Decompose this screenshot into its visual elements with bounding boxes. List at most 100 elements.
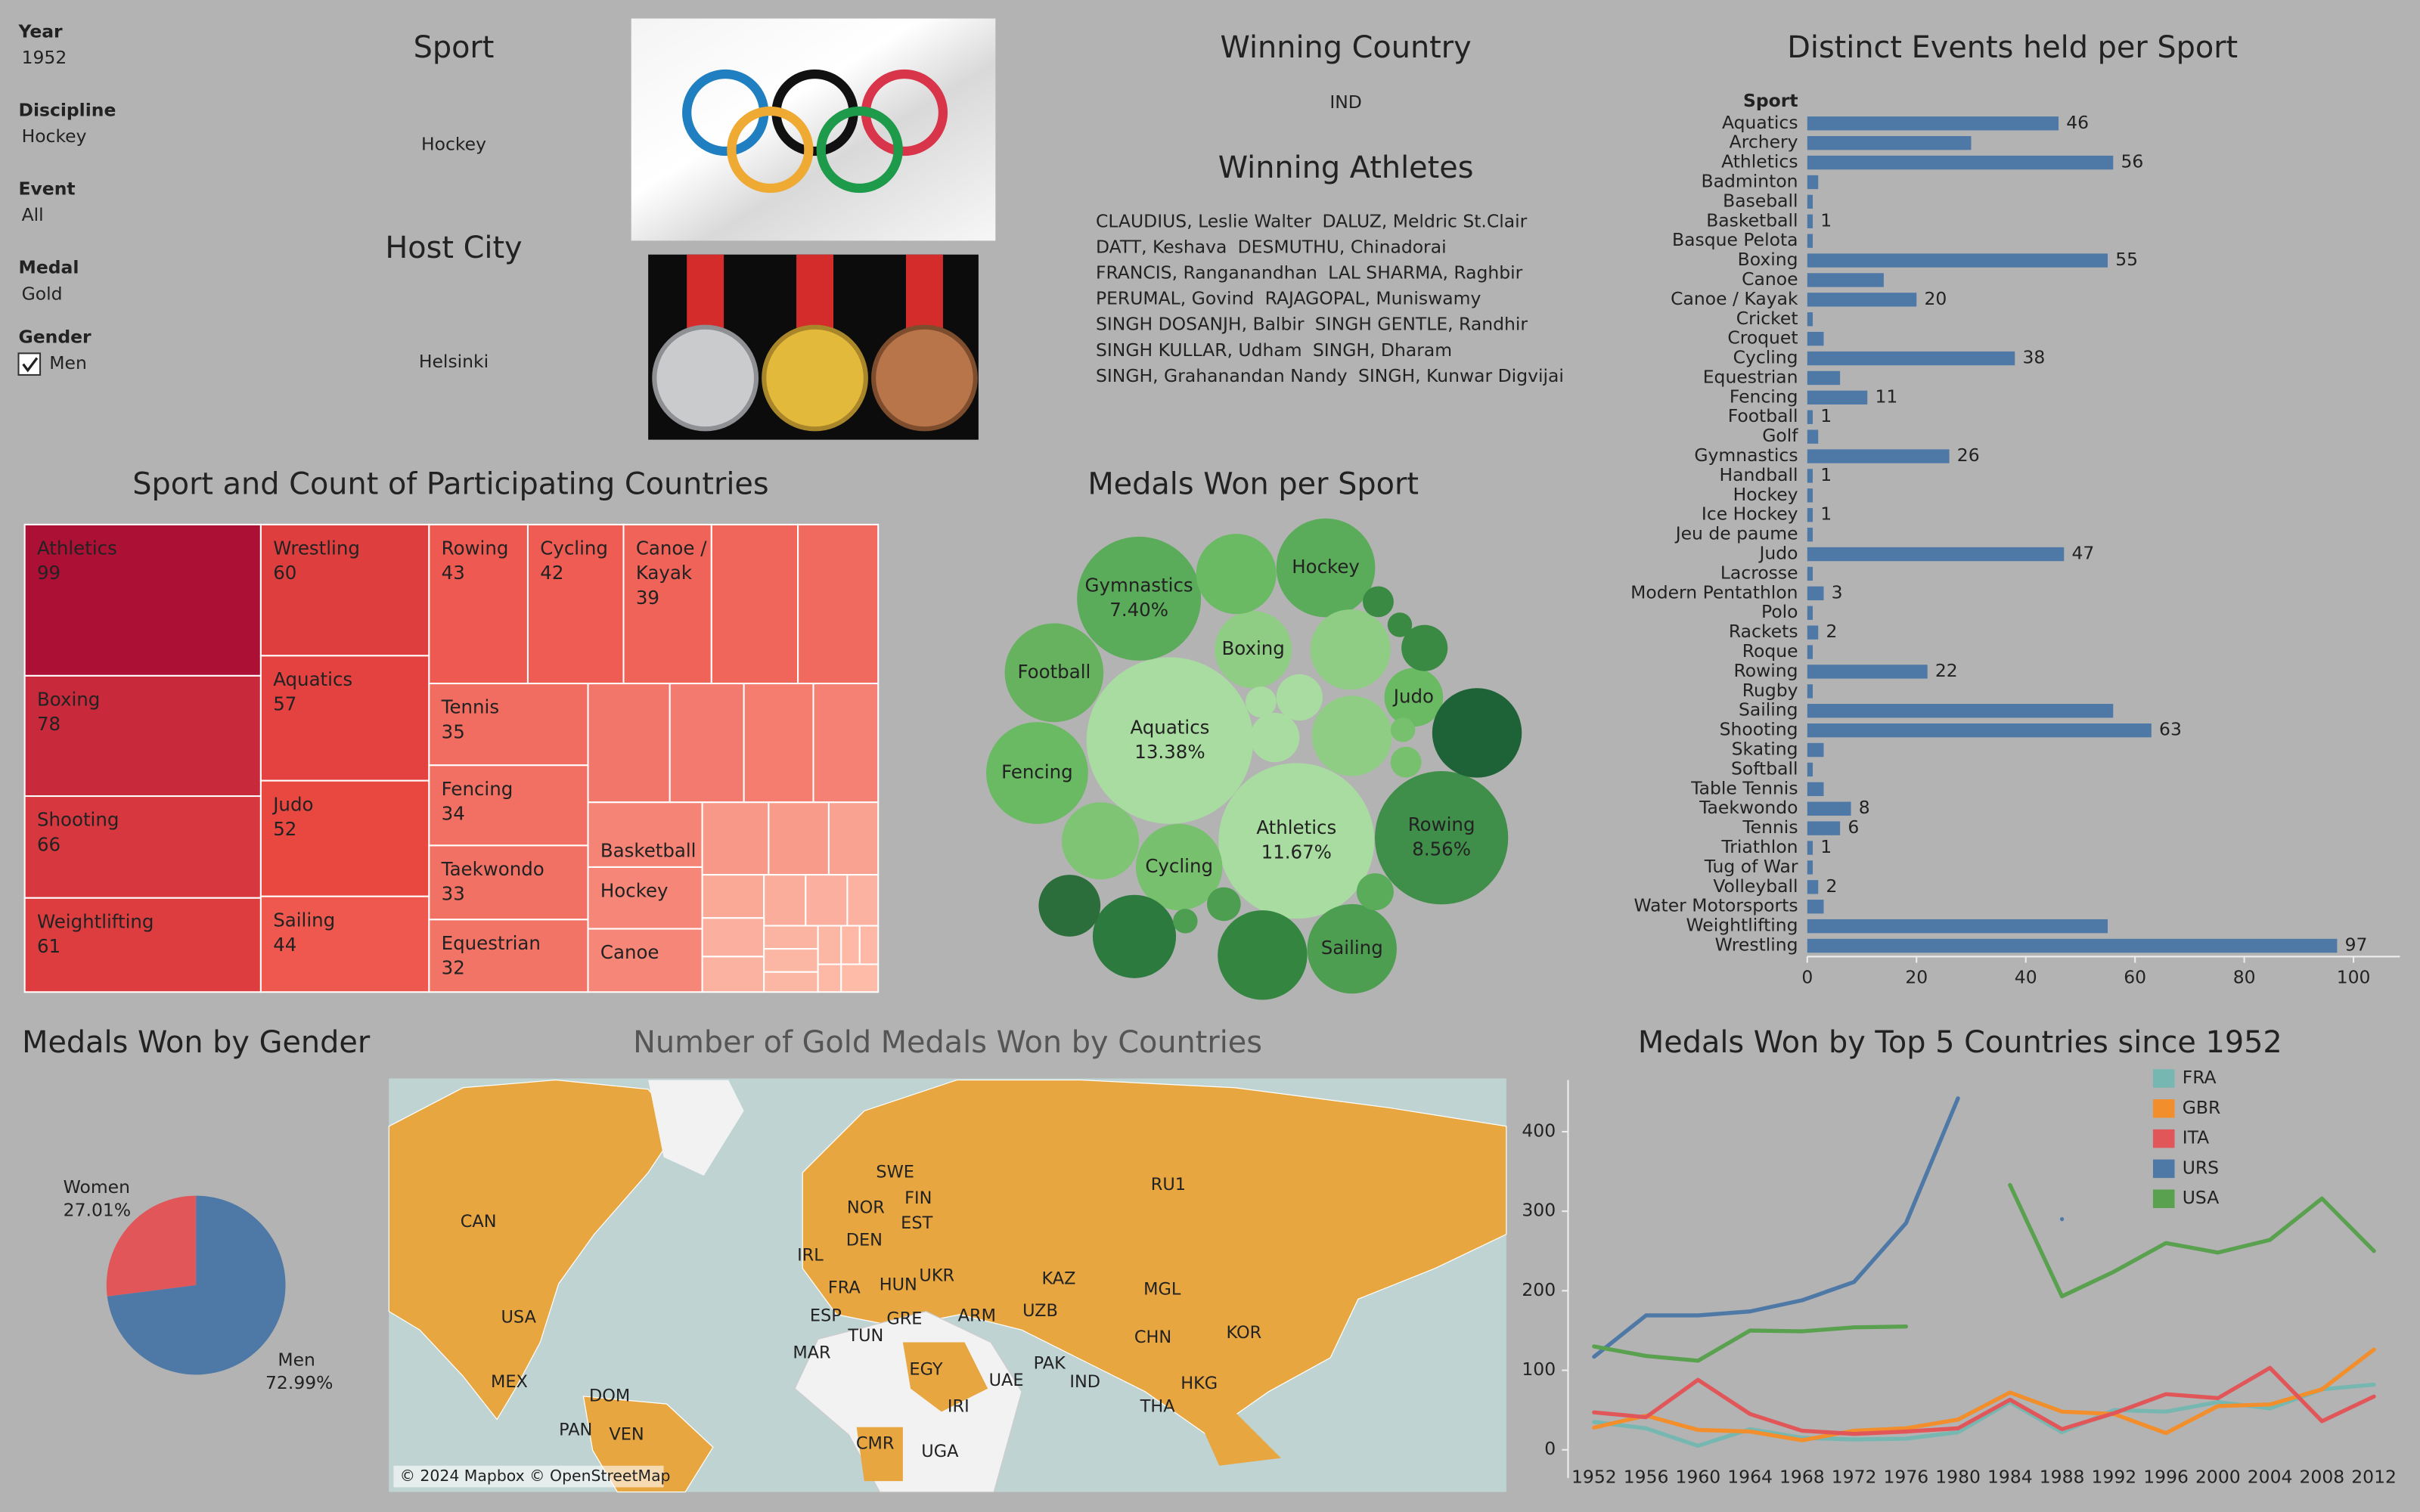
x-tick-label: 2004 [2248, 1467, 2293, 1488]
bar [1807, 742, 1824, 758]
map-label: SWE [876, 1163, 914, 1182]
filter-label: Discipline [18, 99, 116, 120]
y-tick-label: Roque [1742, 640, 1798, 662]
bubble [1218, 763, 1375, 919]
treemap-label: Shooting [37, 809, 119, 831]
filter-value[interactable]: 1952 [22, 47, 67, 68]
map-label: ESP [810, 1306, 842, 1325]
treemap-value: 60 [273, 562, 296, 584]
x-tick-label: 100 [2337, 966, 2371, 987]
map-label: CHN [1134, 1328, 1171, 1347]
map-label: TUN [847, 1326, 883, 1346]
x-tick-label: 0 [1801, 966, 1813, 987]
bubble [986, 722, 1088, 824]
bar [1807, 135, 1972, 150]
athlete-name: SINGH GENTLE, Randhir [1315, 314, 1528, 335]
treemap-label: Wrestling [273, 538, 360, 559]
y-tick-label: Equestrian [1703, 366, 1798, 387]
treemap-label: Aquatics [273, 668, 352, 690]
y-tick-label: Water Motorsports [1634, 895, 1798, 916]
bubble [1432, 688, 1522, 778]
bar-value-label: 55 [2115, 249, 2138, 270]
bar-value-label: 11 [1875, 386, 1897, 407]
athlete-name: DATT, Keshava [1096, 236, 1227, 257]
y-tick-label: 300 [1522, 1200, 1556, 1221]
map-label: CMR [856, 1434, 895, 1454]
bar [1807, 704, 2114, 718]
treemap-label: Rowing [442, 538, 509, 559]
y-tick-label: Baseball [1723, 190, 1798, 211]
y-tick-label: Lacrosse [1720, 562, 1798, 583]
treemap-value: 52 [273, 818, 296, 840]
treemap-cell [763, 874, 807, 927]
map-label: VEN [609, 1424, 644, 1444]
bubble [1173, 909, 1198, 934]
x-tick-label: 20 [1905, 966, 1928, 987]
legend-label: FRA [2183, 1067, 2217, 1088]
map-label: HUN [880, 1275, 917, 1295]
bubble [1307, 903, 1397, 994]
filter-value[interactable]: Men [49, 352, 87, 373]
treemap-cell [797, 523, 880, 685]
treemap-cell [622, 523, 712, 685]
treemap-cell [701, 956, 765, 993]
y-tick-label: Fencing [1730, 386, 1798, 407]
bubble-label: Judo [1392, 685, 1434, 707]
olympic-flag [631, 18, 996, 241]
map-label: MGL [1143, 1280, 1181, 1300]
y-tick-label: Basketball [1706, 209, 1798, 231]
treemap-label: Boxing [37, 689, 100, 711]
legend-label: GBR [2183, 1097, 2221, 1118]
treemap-cell [587, 683, 671, 804]
bubble [1276, 518, 1376, 618]
bar [1807, 410, 1813, 424]
treemap-label: Weightlifting [37, 910, 154, 932]
y-tick-label: Wrestling [1715, 934, 1798, 956]
y-tick-label: Judo [1758, 543, 1798, 564]
bubble [1384, 668, 1444, 727]
y-tick-label: 400 [1522, 1120, 1556, 1141]
treemap-label: Basketball [600, 840, 697, 862]
treemap-cell [701, 917, 765, 958]
series-line [1592, 1365, 2376, 1436]
filter-value[interactable]: Gold [22, 283, 63, 304]
y-tick-label: Taekwondo [1699, 797, 1798, 818]
map-label: HKG [1181, 1374, 1218, 1393]
y-tick-label: Tug of War [1704, 856, 1798, 877]
gender-checkbox[interactable] [17, 352, 42, 376]
treemap-cell [428, 764, 589, 847]
map-label: FRA [828, 1278, 861, 1298]
pie-slice [107, 1195, 286, 1375]
filter-value[interactable]: All [22, 204, 44, 225]
bar [1807, 566, 1813, 581]
treemap-label: Canoe / Kayak [636, 538, 712, 584]
y-tick-label: Softball [1731, 758, 1798, 779]
athlete-name: SINGH, Kunwar Digvijai [1358, 365, 1564, 386]
legend-swatch [2152, 1129, 2175, 1148]
treemap-label: Fencing [442, 778, 513, 800]
y-tick-label: Tennis [1742, 816, 1798, 838]
bar [1807, 293, 1917, 307]
map-attribution: © 2024 Mapbox © OpenStreetMap [400, 1467, 671, 1485]
host-city-value: Helsinki [419, 351, 489, 372]
panel-title: Medals Won per Sport [1087, 466, 1419, 501]
legend-swatch [2152, 1069, 2175, 1088]
bubble [1245, 686, 1277, 718]
legend-label: USA [2183, 1187, 2220, 1208]
bubble [1356, 873, 1394, 911]
bubble-value: 13.38% [1134, 741, 1205, 763]
bar [1807, 469, 1813, 483]
y-tick-label: Rowing [1734, 660, 1798, 681]
map-base [388, 1078, 1507, 1493]
bar-value-label: 8 [1859, 797, 1870, 818]
bubble [1276, 674, 1323, 721]
y-tick-label: 100 [1522, 1359, 1556, 1380]
bar [1807, 880, 1819, 894]
bubble-label: Athletics [1256, 816, 1336, 838]
bar-value-label: 1 [1820, 209, 1832, 231]
map-label: DOM [589, 1386, 630, 1405]
filter-value[interactable]: Hockey [22, 125, 87, 147]
treemap-value: 57 [273, 693, 296, 715]
pie-label: Women [64, 1176, 130, 1198]
map-label: UAE [989, 1371, 1024, 1390]
